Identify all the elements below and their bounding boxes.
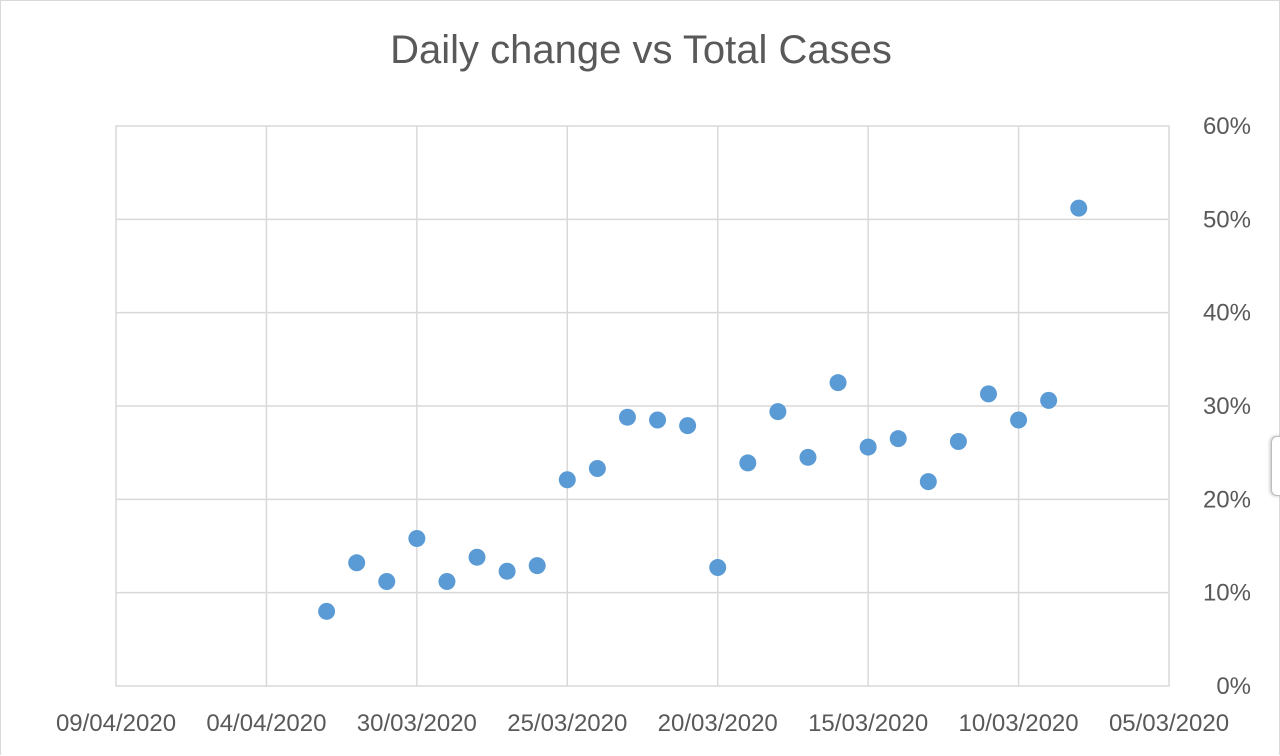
data-point <box>498 562 516 580</box>
gridlines <box>116 126 1169 686</box>
y-tick-label: 20% <box>1203 486 1251 513</box>
x-tick-label: 10/03/2020 <box>959 710 1079 737</box>
side-scroll-handle[interactable] <box>1271 436 1280 496</box>
data-point <box>739 454 757 472</box>
data-point <box>1070 199 1088 217</box>
y-axis-ticks: 0% 10% 20% 30% 40% 50% 60% <box>1203 113 1251 700</box>
data-point <box>408 530 426 548</box>
data-point <box>1040 391 1058 409</box>
data-point <box>438 572 456 590</box>
data-point <box>949 432 967 450</box>
x-tick-label: 09/04/2020 <box>56 710 176 737</box>
data-point <box>799 448 817 466</box>
data-points <box>318 199 1088 620</box>
data-point <box>709 558 727 576</box>
data-point <box>889 430 907 448</box>
x-tick-label: 20/03/2020 <box>658 710 778 737</box>
data-point <box>919 473 937 491</box>
x-tick-label: 05/03/2020 <box>1109 710 1229 737</box>
data-point <box>649 411 667 429</box>
x-tick-label: 15/03/2020 <box>808 710 928 737</box>
data-point <box>378 572 396 590</box>
data-point <box>859 438 877 456</box>
y-tick-label: 60% <box>1203 113 1251 140</box>
data-point <box>588 460 606 478</box>
data-point <box>318 602 336 620</box>
x-tick-label: 04/04/2020 <box>206 710 326 737</box>
y-tick-label: 10% <box>1203 580 1251 607</box>
x-axis-ticks: 09/04/2020 04/04/2020 30/03/2020 25/03/2020… <box>56 710 1229 737</box>
data-point <box>618 408 636 426</box>
y-tick-label: 0% <box>1216 673 1251 700</box>
y-tick-label: 40% <box>1203 300 1251 327</box>
data-point <box>528 557 546 575</box>
data-point <box>829 374 847 392</box>
data-point <box>679 417 697 435</box>
data-point <box>1010 411 1028 429</box>
chart-title: Daily change vs Total Cases <box>390 28 892 72</box>
data-point <box>348 554 366 572</box>
y-tick-label: 30% <box>1203 393 1251 420</box>
data-point <box>769 403 787 421</box>
data-point <box>558 471 576 489</box>
data-point <box>979 385 997 403</box>
x-tick-label: 25/03/2020 <box>507 710 627 737</box>
x-tick-label: 30/03/2020 <box>357 710 477 737</box>
data-point <box>468 548 486 566</box>
y-tick-label: 50% <box>1203 206 1251 233</box>
